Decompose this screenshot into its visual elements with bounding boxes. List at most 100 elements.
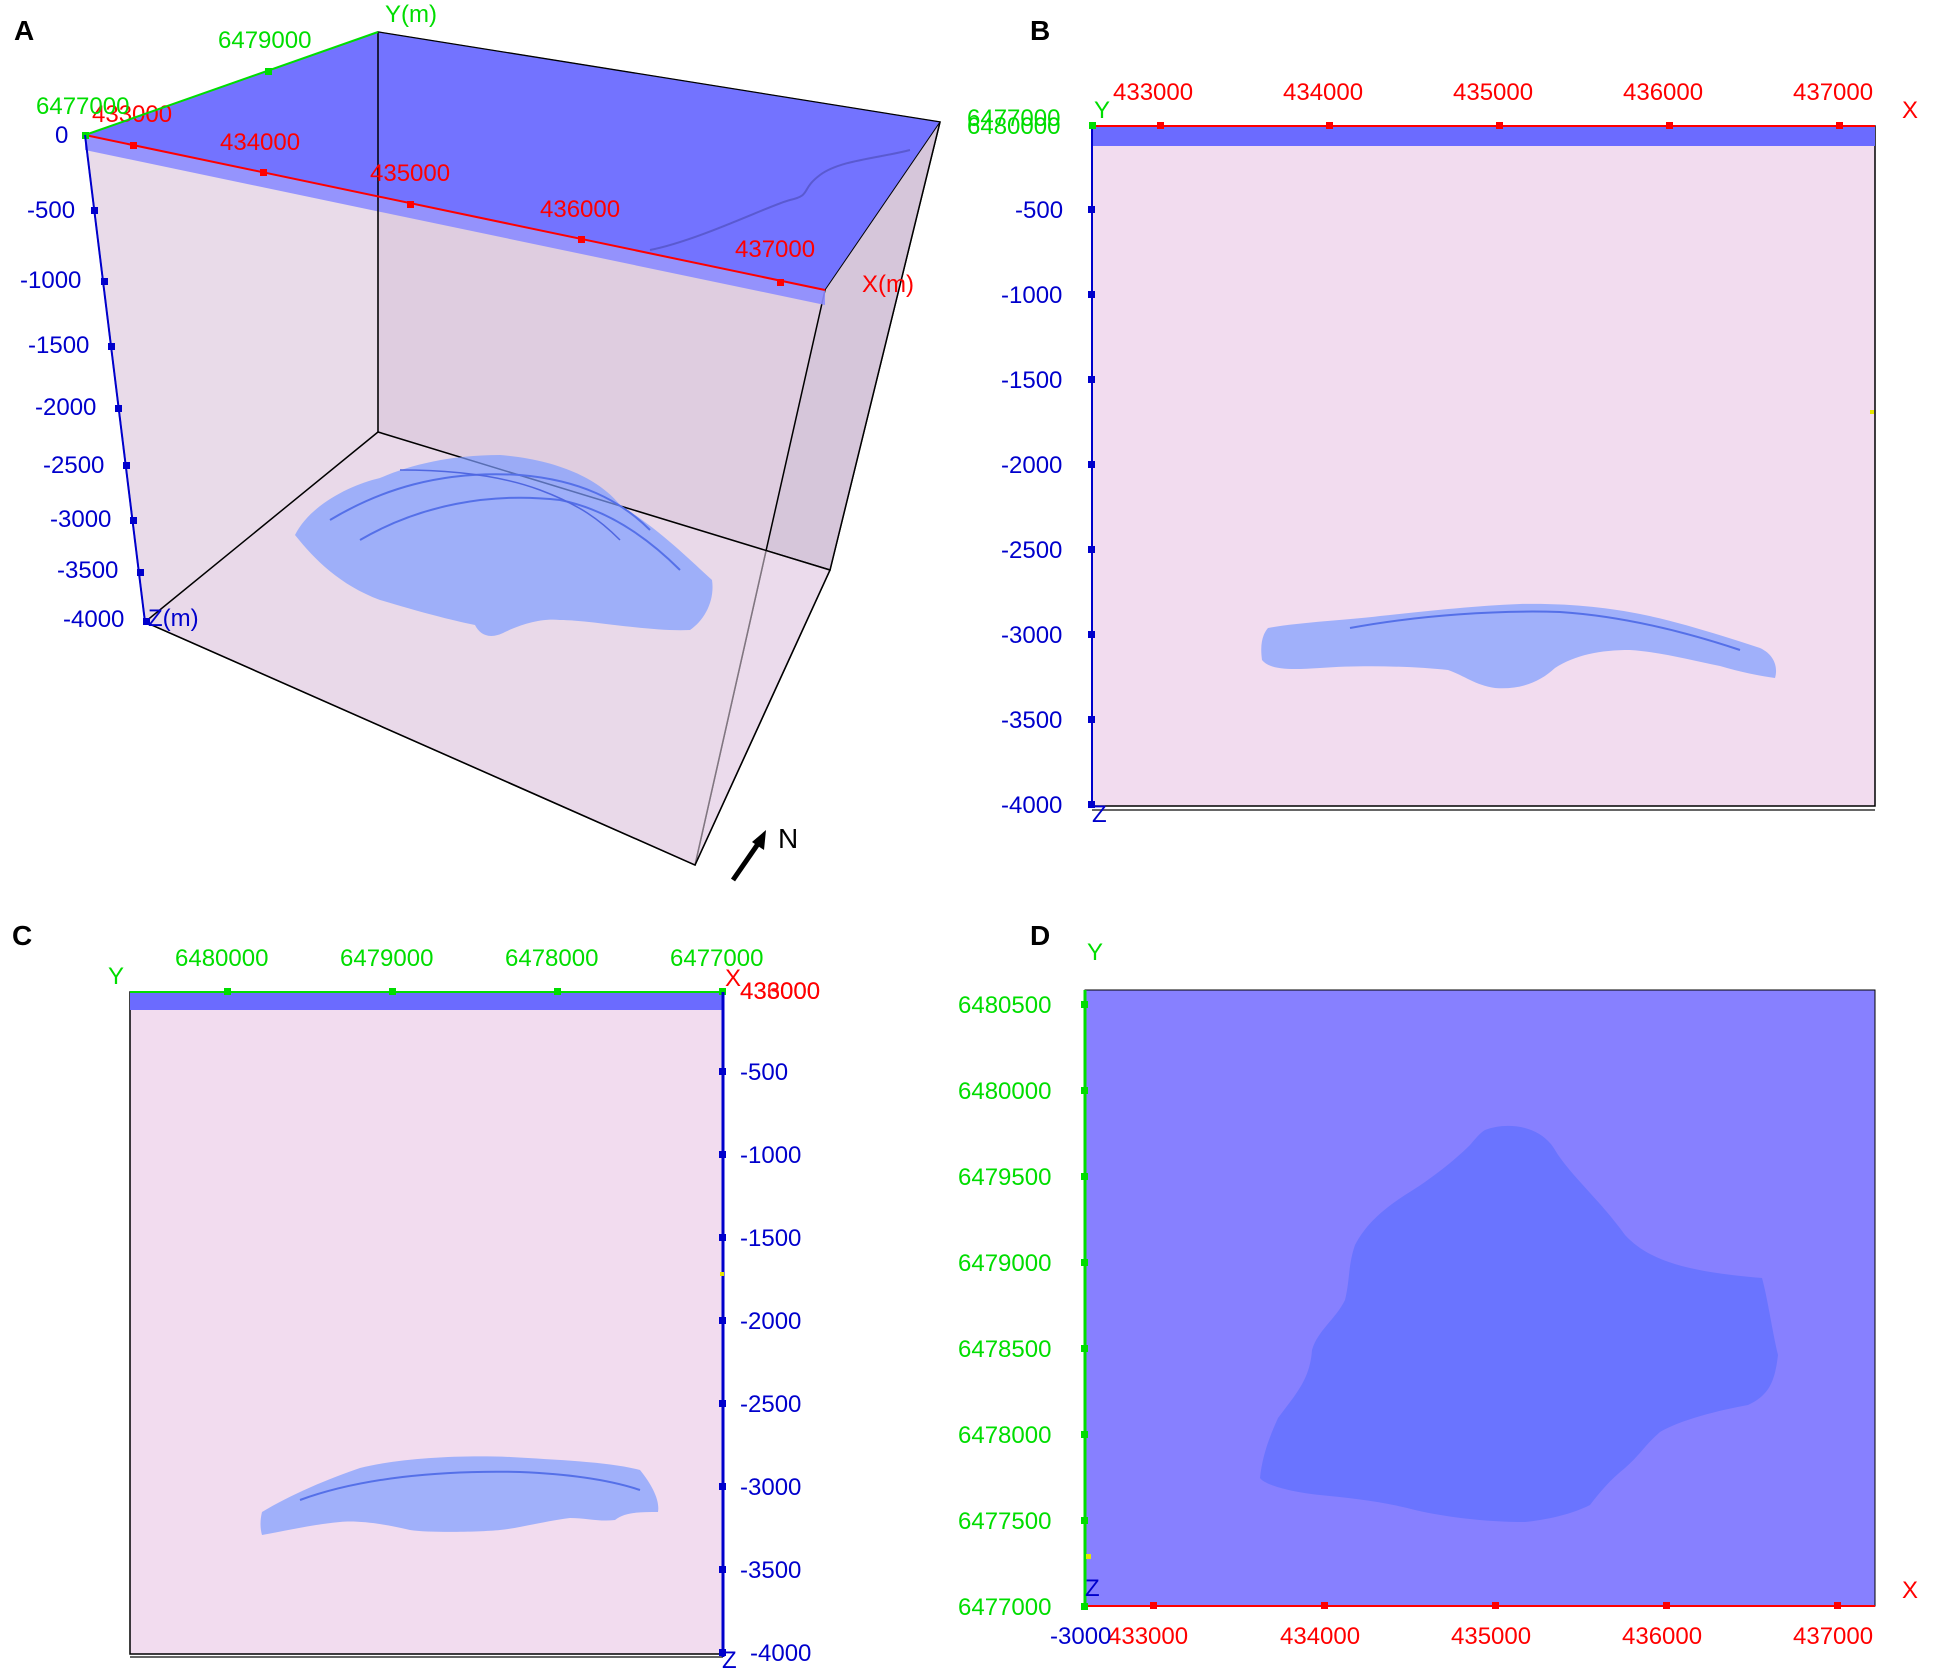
panel-a-z-tick-label-4: -2000 [35, 394, 96, 421]
panel-b-x-tick-1 [1326, 122, 1333, 129]
panel-c-z-tick-1 [719, 1151, 726, 1158]
panel-b-z-axis: -500 -1000 -1500 -2000 -2500 -3000 -3500… [1001, 126, 1107, 828]
panel-a-x-tick-1 [260, 169, 267, 176]
panel-c-z-axis: -500 -1000 -1500 -2000 -2500 -3000 -3500… [719, 992, 811, 1673]
panel-c-y-tick-2 [554, 988, 561, 995]
panel-a-z-tick-label-7: -3500 [57, 557, 118, 584]
panel-a-orebody [295, 455, 713, 636]
panel-a-z-tick-2 [101, 278, 108, 285]
panel-d-y-tick-label-0: 6480500 [958, 992, 1051, 1019]
panel-d-y-axis: 6480500 6480000 6479500 6479000 6478500 … [958, 939, 1103, 1621]
panel-b-x-tick-label-3: 436000 [1623, 79, 1703, 106]
panel-c-z-tick-7 [719, 1649, 726, 1656]
panel-a-z-tick-1 [91, 207, 98, 214]
panel-c-corner-label-0: 433000 [740, 978, 820, 1005]
panel-b-x-tick-3 [1666, 122, 1673, 129]
panel-c-z-tick-label-6: -3500 [740, 1557, 801, 1584]
panel-d-x-tick-0 [1150, 1602, 1157, 1609]
panel-b-corner: 6477000 6480000 Y [967, 97, 1874, 414]
panel-c-orebody-contour [299, 1470, 641, 1501]
panel-d-x-tick-4 [1834, 1602, 1841, 1609]
panel-a-x-tick-3 [578, 236, 585, 243]
panel-a-z-tick-4 [115, 405, 122, 412]
panel-d-y-tick-label-5: 6478000 [958, 1422, 1051, 1449]
panel-a-x-tick-4 [777, 279, 784, 286]
panel-a-north-label: N [778, 823, 798, 854]
panel-b-z-tick-1 [1088, 291, 1095, 298]
panel-a-orebody-contour-2 [359, 496, 681, 571]
panel-c-z-tick-label-3: -2000 [740, 1308, 801, 1335]
panel-a-y-axis: 6477000 6479000 Y(m) [36, 1, 437, 139]
panel-d-corner-label: -3000 [1050, 1623, 1111, 1650]
panel-d-corner: Z -3000 [1050, 1554, 1111, 1650]
panel-a-y-axis-label: Y(m) [385, 1, 437, 28]
panel-d-x-tick-label-0: 433000 [1108, 1623, 1188, 1650]
panel-b-z-tick-2 [1088, 376, 1095, 383]
panel-b-letter: B [1030, 15, 1050, 46]
panel-d-y-tick-label-3: 6479000 [958, 1250, 1051, 1277]
panel-d-y-tick-7 [1081, 1603, 1088, 1610]
panel-d-yellow-marker [1086, 1554, 1091, 1559]
panel-a-x-tick-label-0: 433000 [92, 101, 172, 128]
panel-a-letter: A [14, 15, 34, 46]
panel-c: C 6480000 6479000 6478000 6477000 Y [12, 920, 820, 1673]
panel-a-z-tick-label-8: -4000 [63, 606, 124, 633]
panel-c-y-tick-1 [389, 988, 396, 995]
panel-b: B 433000 434000 435000 436000 437000 X [967, 15, 1918, 828]
panel-d-x-tick-label-4: 437000 [1793, 1623, 1873, 1650]
panel-a-z-tick-8 [143, 618, 150, 625]
panel-c-z-tick-label-1: -1000 [740, 1142, 801, 1169]
panel-d-x-tick-3 [1663, 1602, 1670, 1609]
panel-a-top-surface-edge [85, 135, 825, 305]
panel-c-z-tick-label-4: -2500 [740, 1391, 801, 1418]
panel-a-z-tick-3 [108, 343, 115, 350]
panel-a-y-tick-1 [265, 68, 272, 75]
panel-b-x-axis-label: X [1902, 97, 1918, 124]
panel-d-x-tick-label-3: 436000 [1622, 1623, 1702, 1650]
panel-d-x-tick-label-1: 434000 [1280, 1623, 1360, 1650]
panel-d-y-tick-1 [1081, 1087, 1088, 1094]
panel-a-orebody-contour-1 [329, 473, 651, 531]
panel-c-z-tick-label-0: -500 [740, 1059, 788, 1086]
panel-b-z-tick-label-0: -500 [1015, 197, 1063, 224]
panel-d-x-axis: 433000 434000 435000 436000 437000 X [1085, 1577, 1918, 1650]
panel-a-z-tick-5 [123, 462, 130, 469]
panel-b-z-tick-3 [1088, 461, 1095, 468]
panel-b-z-tick-label-1: -1000 [1001, 282, 1062, 309]
panel-c-y-axis-label: Y [108, 963, 124, 990]
panel-b-x-tick-0 [1157, 122, 1164, 129]
panel-a-z-tick-label-0: 0 [55, 122, 68, 149]
panel-a-z-tick-label-3: -1500 [28, 332, 89, 359]
panel-a-x-axis-line [84, 134, 826, 291]
panel-b-z-tick-label-4: -2500 [1001, 537, 1062, 564]
panel-c-z-tick-0 [719, 1068, 726, 1075]
panel-b-z-tick-label-5: -3000 [1001, 622, 1062, 649]
panel-d-y-tick-label-6: 6477500 [958, 1508, 1051, 1535]
panel-c-y-tick-label-0: 6480000 [175, 945, 268, 972]
panel-a-z-tick-label-5: -2500 [43, 452, 104, 479]
panel-d-y-tick-label-1: 6480000 [958, 1078, 1051, 1105]
panel-d-y-tick-label-2: 6479500 [958, 1164, 1051, 1191]
panel-a-x-tick-label-3: 436000 [540, 196, 620, 223]
panel-a-z-tick-7 [137, 569, 144, 576]
panel-a-z-tick-label-1: -500 [27, 197, 75, 224]
panel-c-z-tick-3 [719, 1317, 726, 1324]
panel-a: A [14, 1, 941, 882]
panel-a-y-axis-line [84, 31, 379, 136]
panel-d-x-axis-label: X [1902, 1577, 1918, 1604]
panel-c-surface-layer [130, 992, 723, 1010]
panel-a-z-tick-6 [130, 517, 137, 524]
panel-c-z-tick-4 [719, 1400, 726, 1407]
panel-b-z-tick-label-6: -3500 [1001, 707, 1062, 734]
panel-c-x-axis-label: X [725, 965, 741, 992]
panel-c-y-tick-label-2: 6478000 [505, 945, 598, 972]
panel-c-y-tick-label-3: 6477000 [670, 945, 763, 972]
panel-a-x-axis: 433000 434000 435000 436000 437000 X(m) [84, 101, 914, 298]
panel-b-z-axis-label: Z [1092, 801, 1107, 828]
panel-a-z-tick-label-6: -3000 [50, 506, 111, 533]
panel-b-yellow-marker [1870, 410, 1874, 414]
panel-b-orebody-contour [1349, 610, 1741, 651]
panel-a-orebody-contour-3 [399, 469, 621, 541]
panel-d-y-tick-label-7: 6477000 [958, 1594, 1051, 1621]
